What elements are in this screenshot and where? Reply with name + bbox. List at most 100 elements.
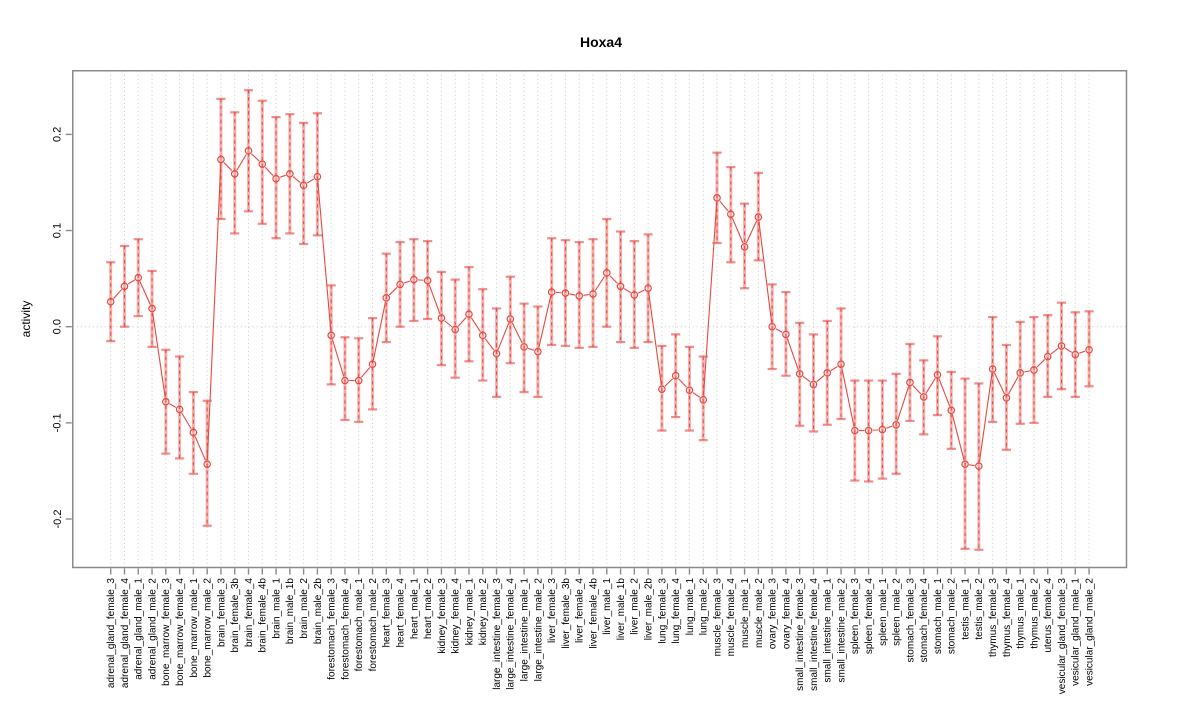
- x-tick-label: forestomach_female_3: [327, 578, 338, 680]
- data-point: [1085, 345, 1093, 354]
- data-point: [465, 310, 473, 319]
- data-point: [162, 397, 170, 406]
- data-point: [1057, 342, 1066, 350]
- data-points: [106, 146, 1093, 470]
- x-tick-label: liver_female_4: [575, 578, 586, 643]
- x-axis: adrenal_gland_female_3 adrenal_gland_fema…: [106, 568, 1095, 694]
- x-tick-label: uterus_female_4: [1043, 578, 1054, 653]
- x-tick-label: liver_male_1b: [616, 578, 627, 641]
- data-point: [534, 347, 542, 356]
- trend-segment: [569, 293, 576, 296]
- trend-segment: [113, 289, 123, 299]
- data-point: [106, 297, 115, 306]
- data-point: [726, 210, 735, 219]
- trend-segment: [527, 347, 535, 351]
- data-point: [561, 289, 570, 297]
- trend-segment: [692, 392, 701, 398]
- data-point: [837, 360, 845, 368]
- trend-segment: [969, 464, 975, 467]
- data-point: [423, 276, 432, 285]
- trend-segment: [444, 320, 453, 328]
- x-tick-label: bone_marrow_male_2: [203, 578, 214, 678]
- trend-segment: [169, 403, 177, 408]
- x-tick-label: brain_male_1b: [285, 578, 296, 645]
- x-tick-label: kidney_female_4: [451, 578, 462, 654]
- x-tick-label: heart_female_4: [395, 578, 406, 648]
- x-tick-label: brain_female_3: [216, 578, 227, 647]
- data-point: [768, 322, 776, 331]
- trend-segment: [484, 338, 495, 351]
- x-tick-label: large_intestine_female_4: [506, 578, 517, 690]
- trend-segment: [951, 414, 965, 461]
- trend-segment: [648, 292, 662, 386]
- trend-segment: [802, 375, 811, 383]
- data-point: [134, 273, 143, 282]
- data-point: [451, 325, 460, 334]
- trend-segment: [538, 296, 552, 348]
- data-point: [230, 170, 239, 178]
- data-point: [354, 376, 363, 385]
- trend-segment: [470, 317, 481, 333]
- trend-segment: [816, 375, 825, 383]
- data-point: [217, 155, 225, 164]
- trend-segment: [306, 178, 315, 184]
- data-point: [520, 343, 528, 351]
- data-point: [368, 360, 377, 368]
- data-point: [795, 370, 804, 378]
- x-tick-label: thymus_female_3: [988, 578, 999, 657]
- trend-segment: [745, 220, 758, 244]
- data-point: [602, 269, 611, 277]
- trend-segment: [127, 279, 135, 285]
- data-point: [644, 284, 652, 293]
- x-tick-label: large_intestine_male_1: [520, 578, 531, 682]
- x-tick-label: forestomach_male_2: [368, 578, 379, 672]
- x-tick-label: bone_marrow_female_4: [175, 578, 186, 686]
- x-tick-label: muscle_male_2: [754, 578, 765, 648]
- data-point: [1071, 350, 1080, 359]
- trend-segment: [152, 312, 166, 398]
- x-tick-label: kidney_male_2: [478, 578, 489, 646]
- trend-segment: [993, 372, 1006, 395]
- x-tick-label: brain_male_1: [271, 578, 282, 639]
- x-tick-label: spleen_male_2: [892, 578, 903, 646]
- x-tick-label: heart_male_1: [409, 578, 420, 640]
- data-point: [410, 275, 418, 284]
- data-point: [272, 174, 280, 183]
- trend-segment: [702, 202, 718, 396]
- x-tick-label: muscle_male_1: [740, 578, 751, 648]
- trend-segment: [1036, 359, 1046, 368]
- trend-segment: [786, 338, 799, 371]
- trend-segment: [331, 339, 345, 377]
- trend-segment: [388, 286, 398, 296]
- trend-segment: [251, 153, 260, 162]
- trend-segment: [938, 378, 951, 407]
- x-tick-label: stomach_male_1: [933, 578, 944, 655]
- data-point: [630, 291, 639, 299]
- x-tick-label: adrenal_gland_female_4: [120, 578, 131, 689]
- trend-segment: [1064, 347, 1073, 353]
- x-tick-label: liver_female_4b: [588, 578, 599, 649]
- chart-title: Hoxa4: [580, 34, 622, 50]
- data-point: [685, 386, 694, 394]
- trend-segment: [1007, 376, 1019, 395]
- x-tick-label: ovary_female_4: [781, 578, 792, 650]
- error-bars: [106, 89, 1094, 551]
- y-axis: -0.2 -0.1 0.0 0.1 0.2: [52, 127, 72, 528]
- data-point: [988, 365, 997, 373]
- x-tick-label: liver_male_2b: [644, 578, 655, 641]
- data-point: [864, 426, 873, 435]
- x-tick-label: small_intestine_male_1: [823, 578, 834, 683]
- trend-segment: [223, 162, 233, 172]
- data-point: [671, 371, 680, 380]
- data-point: [616, 282, 625, 291]
- x-tick-label: small_intestine_female_4: [809, 578, 820, 691]
- data-point: [1043, 352, 1052, 361]
- data-point: [754, 213, 763, 221]
- y-tick-label: 0.0: [52, 319, 64, 334]
- data-point: [961, 460, 969, 468]
- x-tick-label: brain_female_4b: [258, 578, 269, 653]
- data-point: [933, 370, 942, 379]
- trend-segment: [279, 174, 287, 178]
